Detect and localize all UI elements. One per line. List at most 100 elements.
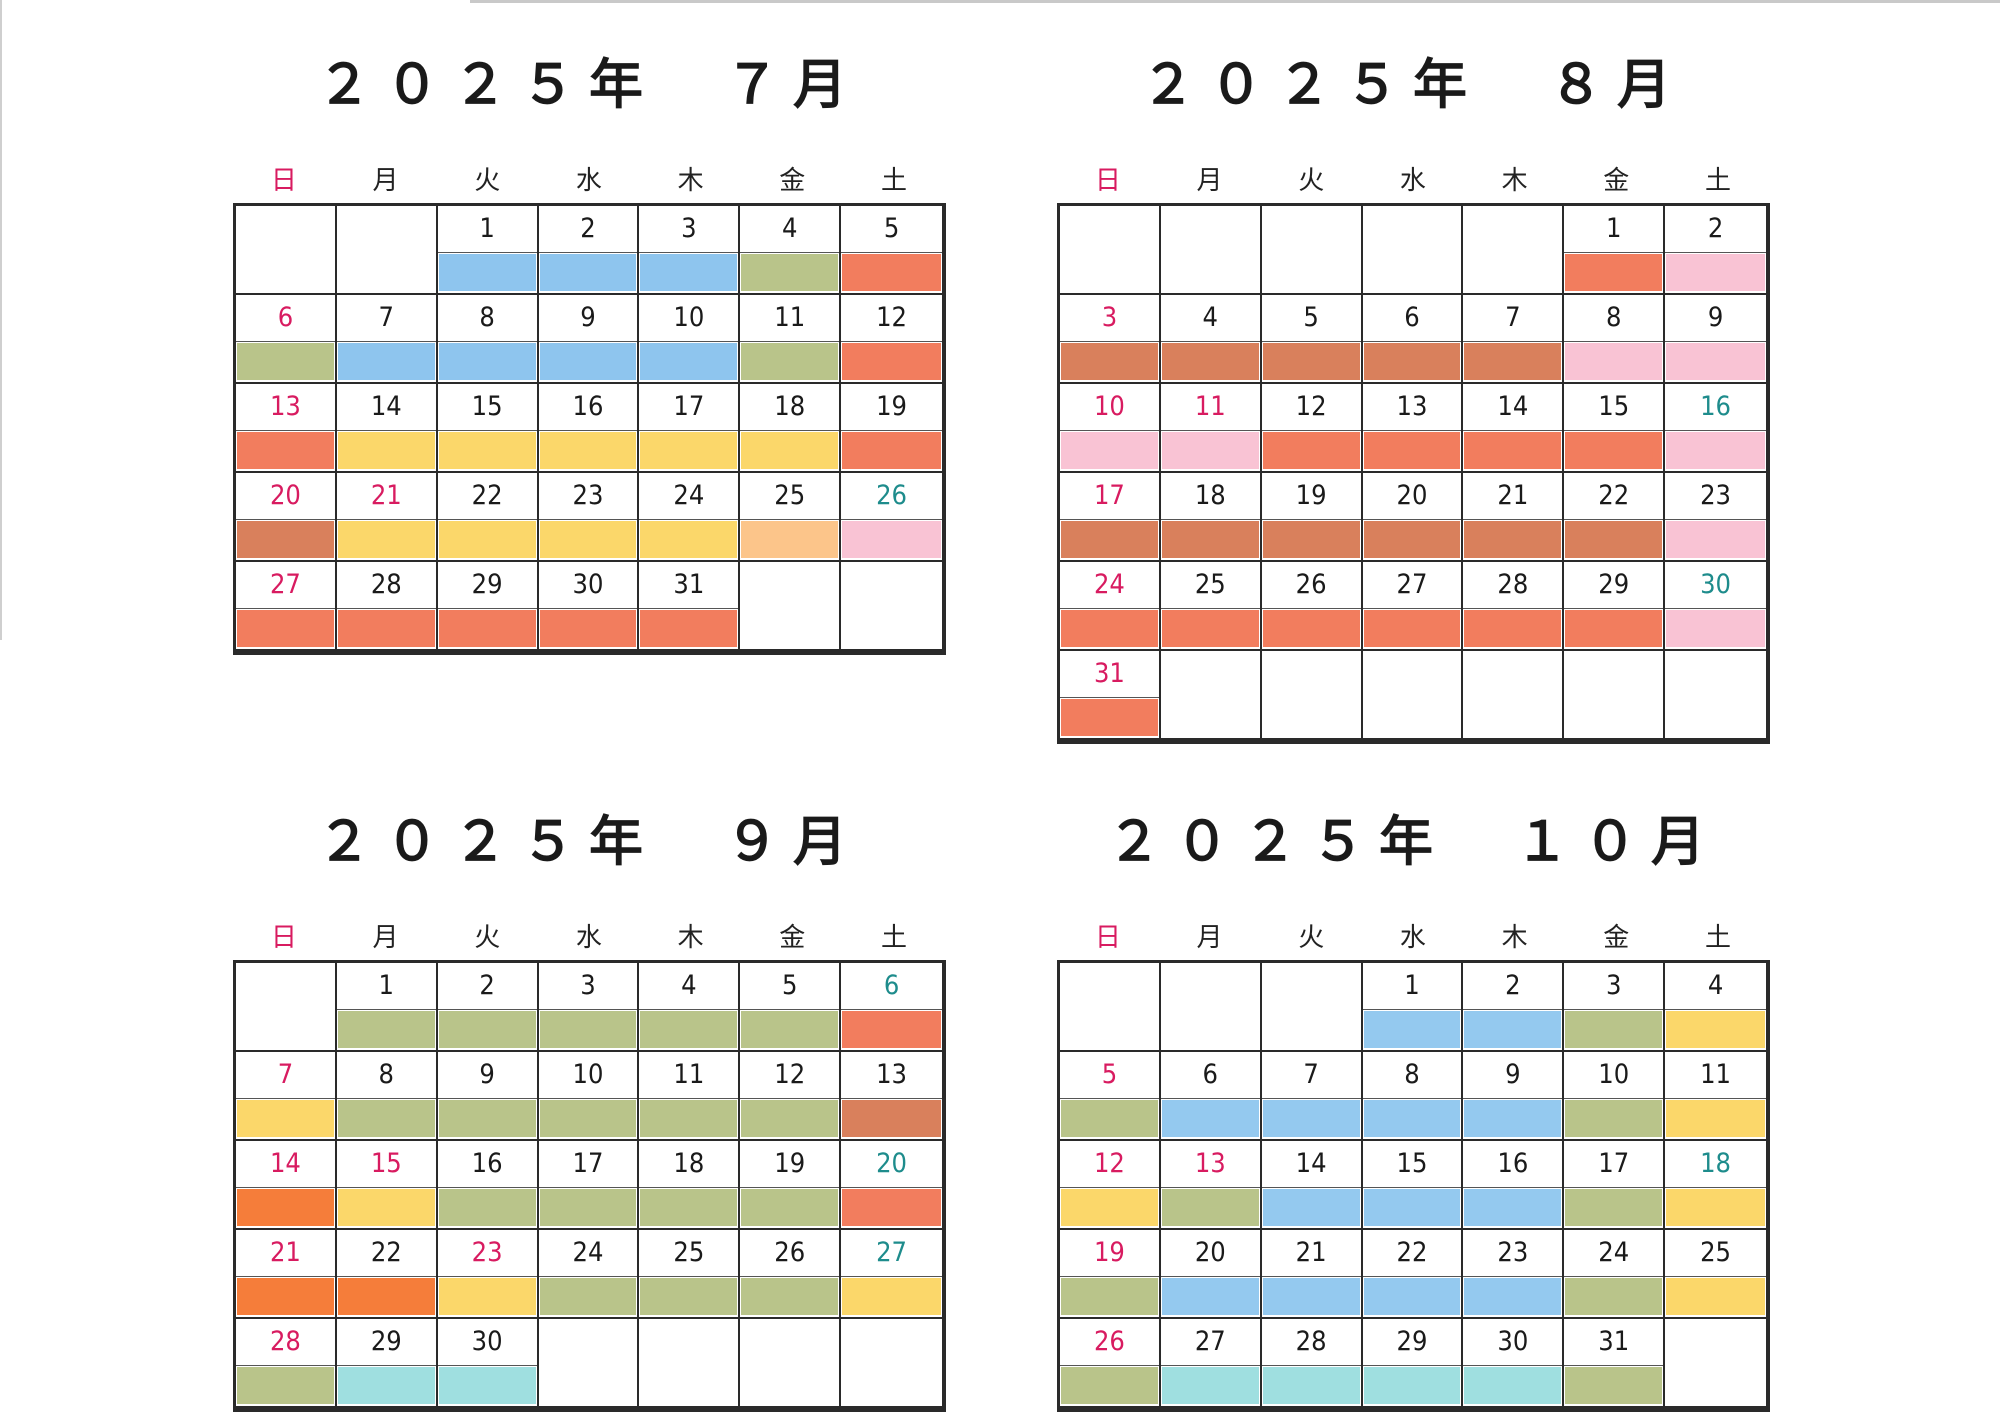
day-cell: 27 — [1160, 1319, 1262, 1408]
day-grid: 1 2 3 4 5 6 7 8 9 10 11 12 13 14 15 16 17 18 19 20 21 22 23 24 2… — [1057, 960, 1770, 1412]
day-number: 23 — [1463, 1230, 1563, 1277]
empty-cell — [740, 562, 842, 651]
empty-cell — [841, 562, 942, 651]
day-cell: 25 — [1160, 562, 1262, 651]
day-cell: 21 — [1261, 1230, 1363, 1319]
day-cell: 23 — [538, 473, 640, 562]
day-cell: 11 — [1160, 384, 1262, 473]
day-cell: 7 — [1261, 1052, 1363, 1141]
day-color-band — [1464, 1100, 1562, 1137]
day-number: 21 — [1261, 1230, 1361, 1277]
day-number: 22 — [437, 473, 537, 520]
empty-cell — [1261, 651, 1363, 740]
day-cell: 13 — [1362, 384, 1464, 473]
day-number: 11 — [639, 1052, 739, 1099]
day-color-band — [1363, 1367, 1461, 1404]
day-cell: 25 — [740, 473, 842, 562]
day-number: 14 — [336, 384, 436, 431]
day-number: 20 — [841, 1141, 942, 1188]
empty-cell — [1060, 206, 1161, 295]
day-number: 27 — [841, 1230, 942, 1277]
day-cell: 17 — [538, 1141, 640, 1230]
empty-cell — [1060, 963, 1161, 1052]
day-number: 19 — [841, 384, 942, 431]
day-cell: 30 — [437, 1319, 539, 1408]
weekday-label: 月 — [372, 166, 399, 196]
empty-cell — [1261, 963, 1363, 1052]
day-number: 11 — [1665, 1052, 1766, 1099]
day-cell: 12 — [740, 1052, 842, 1141]
day-cell: 19 — [740, 1141, 842, 1230]
day-color-band — [1262, 1100, 1360, 1137]
day-cell: 7 — [1463, 295, 1565, 384]
day-cell: 8 — [1564, 295, 1666, 384]
day-cell: 19 — [841, 384, 942, 473]
day-cell: 29 — [1362, 1319, 1464, 1408]
empty-cell — [1665, 651, 1766, 740]
day-color-band — [640, 521, 738, 558]
day-color-band — [1061, 432, 1158, 469]
top-border-line — [470, 0, 2000, 3]
month-title: ２０２５年 ７月 — [317, 53, 861, 116]
day-color-band — [1161, 521, 1259, 558]
empty-cell — [1362, 651, 1464, 740]
day-color-band — [438, 1011, 536, 1048]
day-cell: 29 — [437, 562, 539, 651]
day-number: 10 — [639, 295, 739, 342]
day-number: 10 — [1564, 1052, 1664, 1099]
day-color-band — [237, 343, 334, 380]
day-number: 18 — [1160, 473, 1260, 520]
day-cell: 18 — [1665, 1141, 1766, 1230]
day-cell: 25 — [639, 1230, 741, 1319]
day-number: 27 — [1362, 562, 1462, 609]
empty-cell — [538, 1319, 640, 1408]
day-cell: 1 — [336, 963, 438, 1052]
empty-cell — [1463, 651, 1565, 740]
day-number: 16 — [1463, 1141, 1563, 1188]
weekday-label: 金 — [779, 166, 806, 196]
day-color-band — [1464, 432, 1562, 469]
weekday-label: 火 — [474, 923, 501, 953]
weekday-label: 土 — [1704, 923, 1731, 953]
day-cell: 11 — [740, 295, 842, 384]
day-number: 23 — [1665, 473, 1766, 520]
weekday-label: 火 — [474, 166, 501, 196]
day-cell: 16 — [538, 384, 640, 473]
empty-cell — [1564, 651, 1666, 740]
day-cell: 18 — [740, 384, 842, 473]
day-number: 7 — [336, 295, 436, 342]
day-color-band — [1565, 610, 1663, 647]
day-number: 20 — [236, 473, 335, 520]
day-color-band — [1061, 521, 1158, 558]
day-cell: 24 — [538, 1230, 640, 1319]
day-cell: 28 — [1261, 1319, 1363, 1408]
day-color-band — [741, 254, 839, 291]
day-color-band — [1262, 1189, 1360, 1226]
day-number: 3 — [538, 963, 638, 1010]
day-number: 14 — [1261, 1141, 1361, 1188]
day-number: 1 — [336, 963, 436, 1010]
day-cell: 31 — [1060, 651, 1161, 740]
day-cell: 14 — [236, 1141, 337, 1230]
day-cell: 23 — [1463, 1230, 1565, 1319]
day-color-band — [438, 343, 536, 380]
day-color-band — [237, 1278, 334, 1315]
day-color-band — [337, 432, 435, 469]
weekday-label: 土 — [1704, 166, 1731, 196]
day-cell: 4 — [740, 206, 842, 295]
day-number: 30 — [1463, 1319, 1563, 1366]
day-cell: 16 — [1463, 1141, 1565, 1230]
day-number: 10 — [1060, 384, 1159, 431]
day-cell: 20 — [841, 1141, 942, 1230]
day-cell: 21 — [336, 473, 438, 562]
day-color-band — [1666, 254, 1765, 291]
day-color-band — [539, 521, 637, 558]
day-number: 6 — [236, 295, 335, 342]
day-color-band — [1464, 1011, 1562, 1048]
weekday-label: 金 — [779, 923, 806, 953]
day-color-band — [237, 1189, 334, 1226]
day-number: 26 — [1261, 562, 1361, 609]
day-color-band — [842, 343, 941, 380]
day-number: 28 — [1463, 562, 1563, 609]
day-color-band — [237, 1367, 334, 1404]
